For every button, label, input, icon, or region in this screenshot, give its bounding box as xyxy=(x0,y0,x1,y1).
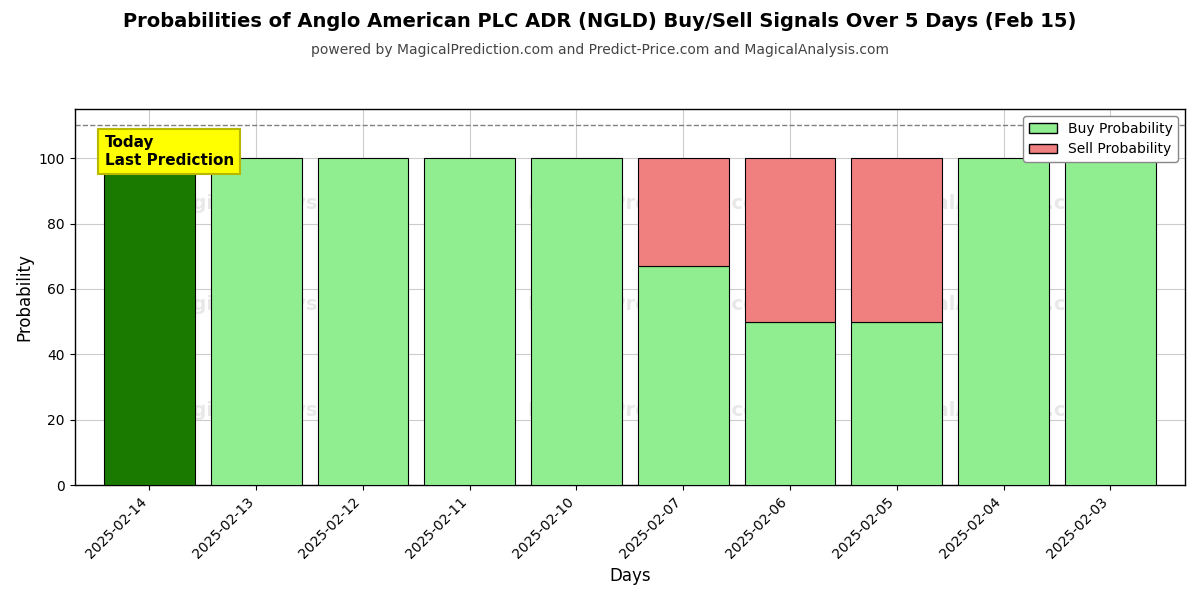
Legend: Buy Probability, Sell Probability: Buy Probability, Sell Probability xyxy=(1024,116,1178,162)
Bar xyxy=(638,266,728,485)
Text: MagicalPrediction.com: MagicalPrediction.com xyxy=(527,401,776,419)
Bar xyxy=(638,158,728,266)
Text: MagicalAnalysis.com: MagicalAnalysis.com xyxy=(161,194,389,212)
Text: MagicalAnalysis.com: MagicalAnalysis.com xyxy=(161,295,389,314)
Bar xyxy=(318,158,408,485)
Bar xyxy=(211,158,301,485)
Bar xyxy=(532,158,622,485)
Bar xyxy=(104,158,194,485)
Text: powered by MagicalPrediction.com and Predict-Price.com and MagicalAnalysis.com: powered by MagicalPrediction.com and Pre… xyxy=(311,43,889,57)
Text: MagicalPrediction.com: MagicalPrediction.com xyxy=(527,295,776,314)
X-axis label: Days: Days xyxy=(610,567,650,585)
Text: MagicalAnalysis.com: MagicalAnalysis.com xyxy=(871,295,1099,314)
Text: MagicalAnalysis.com: MagicalAnalysis.com xyxy=(871,194,1099,212)
Bar xyxy=(425,158,515,485)
Bar xyxy=(744,158,835,322)
Text: Probabilities of Anglo American PLC ADR (NGLD) Buy/Sell Signals Over 5 Days (Feb: Probabilities of Anglo American PLC ADR … xyxy=(124,12,1076,31)
Y-axis label: Probability: Probability xyxy=(16,253,34,341)
Bar xyxy=(851,158,942,322)
Bar xyxy=(958,158,1049,485)
Text: MagicalAnalysis.com: MagicalAnalysis.com xyxy=(161,401,389,419)
Bar xyxy=(1064,158,1156,485)
Bar xyxy=(744,322,835,485)
Text: MagicalAnalysis.com: MagicalAnalysis.com xyxy=(871,401,1099,419)
Text: MagicalPrediction.com: MagicalPrediction.com xyxy=(527,194,776,212)
Text: Today
Last Prediction: Today Last Prediction xyxy=(104,135,234,167)
Bar xyxy=(851,322,942,485)
